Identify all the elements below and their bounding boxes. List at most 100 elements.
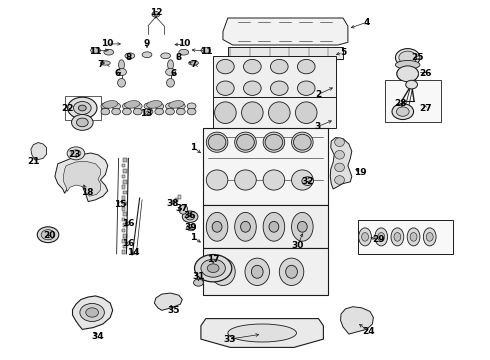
Ellipse shape <box>378 233 385 241</box>
Bar <box>122 175 125 178</box>
Ellipse shape <box>295 102 317 123</box>
Ellipse shape <box>206 170 228 190</box>
Text: 23: 23 <box>68 150 81 159</box>
Ellipse shape <box>423 228 436 246</box>
Ellipse shape <box>242 102 263 123</box>
Bar <box>122 164 125 167</box>
Ellipse shape <box>297 221 307 232</box>
Ellipse shape <box>297 81 315 95</box>
Text: 28: 28 <box>394 99 407 108</box>
Ellipse shape <box>292 170 313 190</box>
Text: 12: 12 <box>149 8 162 17</box>
Text: 35: 35 <box>168 306 180 315</box>
Ellipse shape <box>217 59 234 74</box>
Text: 37: 37 <box>175 204 188 213</box>
Text: 19: 19 <box>354 167 367 176</box>
Ellipse shape <box>100 61 110 65</box>
Ellipse shape <box>144 108 153 115</box>
Circle shape <box>80 303 104 321</box>
Circle shape <box>302 177 314 185</box>
Ellipse shape <box>101 108 110 115</box>
Bar <box>122 196 125 200</box>
Bar <box>213 97 336 128</box>
Bar <box>203 128 328 205</box>
Ellipse shape <box>112 108 121 115</box>
Text: 8: 8 <box>176 53 182 62</box>
Ellipse shape <box>118 78 125 87</box>
Ellipse shape <box>133 108 142 115</box>
Bar <box>203 205 328 248</box>
Circle shape <box>195 255 232 282</box>
Ellipse shape <box>244 81 261 95</box>
Bar <box>123 191 127 194</box>
Ellipse shape <box>166 68 175 76</box>
Ellipse shape <box>426 233 433 241</box>
Ellipse shape <box>269 221 279 232</box>
Circle shape <box>74 102 91 114</box>
Ellipse shape <box>279 258 304 285</box>
Bar <box>178 195 181 199</box>
Text: 6: 6 <box>171 69 177 78</box>
Text: 9: 9 <box>144 40 150 49</box>
Polygon shape <box>73 296 113 329</box>
Circle shape <box>406 80 417 89</box>
Ellipse shape <box>235 170 256 190</box>
Ellipse shape <box>101 103 110 109</box>
Ellipse shape <box>362 233 368 241</box>
Ellipse shape <box>335 138 344 147</box>
Ellipse shape <box>117 68 126 76</box>
Ellipse shape <box>241 221 250 232</box>
Circle shape <box>182 211 198 222</box>
Ellipse shape <box>201 48 211 53</box>
Ellipse shape <box>407 228 420 246</box>
Text: 22: 22 <box>61 104 74 113</box>
Text: 13: 13 <box>140 109 152 118</box>
Ellipse shape <box>294 134 311 150</box>
Ellipse shape <box>217 265 229 278</box>
Text: 39: 39 <box>185 223 197 232</box>
Text: 38: 38 <box>166 199 179 208</box>
Text: 1: 1 <box>191 233 196 242</box>
Ellipse shape <box>206 212 228 241</box>
Text: 10: 10 <box>100 40 113 49</box>
Text: 15: 15 <box>114 200 126 209</box>
Polygon shape <box>31 143 47 160</box>
Polygon shape <box>55 153 108 202</box>
Circle shape <box>201 259 225 277</box>
Ellipse shape <box>179 205 188 214</box>
Ellipse shape <box>189 61 198 65</box>
Polygon shape <box>154 293 182 310</box>
Ellipse shape <box>395 60 420 69</box>
Ellipse shape <box>161 53 171 59</box>
Circle shape <box>399 51 416 64</box>
Ellipse shape <box>119 60 124 70</box>
Circle shape <box>194 279 203 286</box>
Ellipse shape <box>187 108 196 115</box>
Ellipse shape <box>292 132 313 152</box>
Bar <box>123 245 127 248</box>
Bar <box>123 212 127 216</box>
Ellipse shape <box>122 108 131 115</box>
Text: 25: 25 <box>411 53 424 62</box>
Circle shape <box>392 104 414 120</box>
Ellipse shape <box>235 212 256 241</box>
Text: 3: 3 <box>315 122 320 131</box>
Circle shape <box>37 227 59 243</box>
Ellipse shape <box>124 100 140 108</box>
Ellipse shape <box>112 103 121 109</box>
Ellipse shape <box>391 228 404 246</box>
Ellipse shape <box>104 49 114 55</box>
Bar <box>172 201 174 204</box>
Ellipse shape <box>251 265 263 278</box>
Ellipse shape <box>292 212 313 241</box>
Text: 31: 31 <box>192 272 205 281</box>
Bar <box>122 185 125 189</box>
Bar <box>122 239 125 243</box>
Ellipse shape <box>122 103 131 109</box>
Bar <box>123 158 127 162</box>
Circle shape <box>207 264 219 273</box>
Ellipse shape <box>179 49 189 55</box>
Ellipse shape <box>265 134 283 150</box>
Text: 17: 17 <box>207 256 220 264</box>
Ellipse shape <box>212 221 222 232</box>
